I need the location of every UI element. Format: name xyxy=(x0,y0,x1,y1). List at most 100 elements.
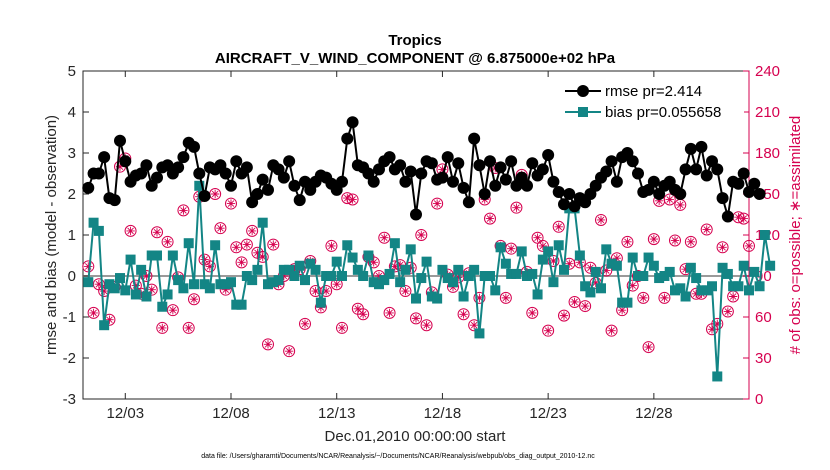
bias-point xyxy=(173,275,184,286)
obs-possible-point xyxy=(431,197,444,210)
rmse-point xyxy=(526,157,539,170)
obs-possible-point xyxy=(246,224,259,237)
rmse-point xyxy=(283,155,296,168)
obs-marker xyxy=(166,304,179,317)
bias-point xyxy=(157,301,168,312)
obs-marker xyxy=(209,188,222,200)
obs-assimilated-point xyxy=(501,293,511,303)
rmse-point xyxy=(108,194,121,207)
rmse-point xyxy=(521,179,533,192)
obs-assimilated-point xyxy=(168,305,178,315)
rmse-point xyxy=(690,163,703,176)
obs-assimilated-point xyxy=(94,280,104,289)
y-tick-label-right: 180 xyxy=(755,145,780,162)
obs-assimilated-point xyxy=(89,308,98,318)
obs-possible-point xyxy=(267,238,280,251)
obs-assimilated-point xyxy=(131,281,141,290)
obs-possible-point xyxy=(378,231,391,244)
bias-point xyxy=(337,271,347,281)
obs-assimilated-point xyxy=(136,289,146,298)
rmse-point xyxy=(277,171,290,184)
obs-marker xyxy=(235,256,248,269)
obs-marker xyxy=(473,291,486,304)
obs-assimilated-point xyxy=(676,200,685,210)
obs-possible-point xyxy=(547,254,560,267)
obs-assimilated-point xyxy=(232,243,241,252)
obs-marker xyxy=(267,238,280,251)
obs-assimilated-point xyxy=(411,314,421,323)
obs-assimilated-point xyxy=(242,240,252,249)
rmse-point xyxy=(230,155,243,168)
bias-point xyxy=(765,260,776,271)
obs-marker xyxy=(420,319,433,332)
obs-assimilated-point xyxy=(284,346,294,356)
obs-marker xyxy=(98,285,111,298)
bias-point xyxy=(241,271,252,281)
obs-marker xyxy=(626,279,639,292)
y-tick-label-right: 30 xyxy=(755,350,772,367)
bias-point xyxy=(622,297,633,308)
obs-marker xyxy=(262,338,274,351)
bias-point xyxy=(611,260,622,271)
obs-assimilated-point xyxy=(549,256,558,266)
bias-point xyxy=(405,244,416,255)
obs-assimilated-point xyxy=(237,258,246,267)
obs-possible-point xyxy=(399,285,412,298)
bias-point xyxy=(226,277,236,288)
obs-marker xyxy=(330,278,343,291)
bias-point xyxy=(580,281,591,292)
obs-assimilated-point xyxy=(115,162,125,171)
rmse-point xyxy=(505,155,518,168)
rmse-point xyxy=(499,173,512,186)
bias-point xyxy=(680,291,691,302)
obs-assimilated-point xyxy=(681,264,690,274)
bias-point xyxy=(738,260,749,271)
rmse-point xyxy=(494,161,507,174)
rmse-point xyxy=(600,165,613,178)
bias-point xyxy=(352,264,363,275)
obs-assimilated-point xyxy=(158,323,167,333)
chart-subtitle: AIRCRAFT_V_WIND_COMPONENT @ 6.875000e+02… xyxy=(215,50,616,67)
y-tick-label-right: 240 xyxy=(755,63,780,80)
bias-point xyxy=(389,238,400,249)
obs-assimilated-point xyxy=(84,262,93,271)
bias-point xyxy=(516,246,527,257)
bias-point xyxy=(543,246,554,257)
obs-assimilated-point xyxy=(401,286,410,296)
obs-possible-point xyxy=(325,239,338,252)
bias-point xyxy=(194,180,205,191)
bias-point xyxy=(263,279,273,290)
obs-possible-point xyxy=(214,222,227,235)
bias-point xyxy=(712,371,723,382)
obs-marker xyxy=(457,308,470,321)
obs-assimilated-point xyxy=(639,293,648,303)
bias-point xyxy=(537,254,548,265)
y-tick-label: 4 xyxy=(68,104,76,121)
bias-point xyxy=(210,240,221,251)
bias-point xyxy=(495,242,506,253)
obs-assimilated-point xyxy=(575,258,585,267)
bias-point xyxy=(474,328,485,339)
obs-assimilated-point xyxy=(454,273,463,282)
obs-possible-point xyxy=(743,239,755,252)
rmse-point xyxy=(288,179,301,192)
obs-possible-point xyxy=(188,293,200,306)
bias-point xyxy=(426,291,437,302)
obs-assimilated-point xyxy=(327,241,336,251)
bias-point xyxy=(236,299,247,310)
x-tick-label: 12/03 xyxy=(107,405,145,422)
rmse-point xyxy=(225,179,237,192)
y-tick-label-right: 210 xyxy=(755,104,780,121)
obs-possible-point xyxy=(256,250,269,263)
obs-assimilated-point xyxy=(596,215,606,225)
bias-point xyxy=(115,273,125,284)
bias-point xyxy=(754,281,765,292)
rmse-point xyxy=(447,175,459,188)
obs-marker xyxy=(378,231,391,244)
bias-point xyxy=(500,258,511,269)
y-tick-label: 2 xyxy=(68,186,76,203)
obs-marker xyxy=(177,204,190,217)
x-tick-label: 12/23 xyxy=(529,405,567,422)
obs-assimilated-point xyxy=(686,237,696,247)
bias-point xyxy=(654,273,665,284)
